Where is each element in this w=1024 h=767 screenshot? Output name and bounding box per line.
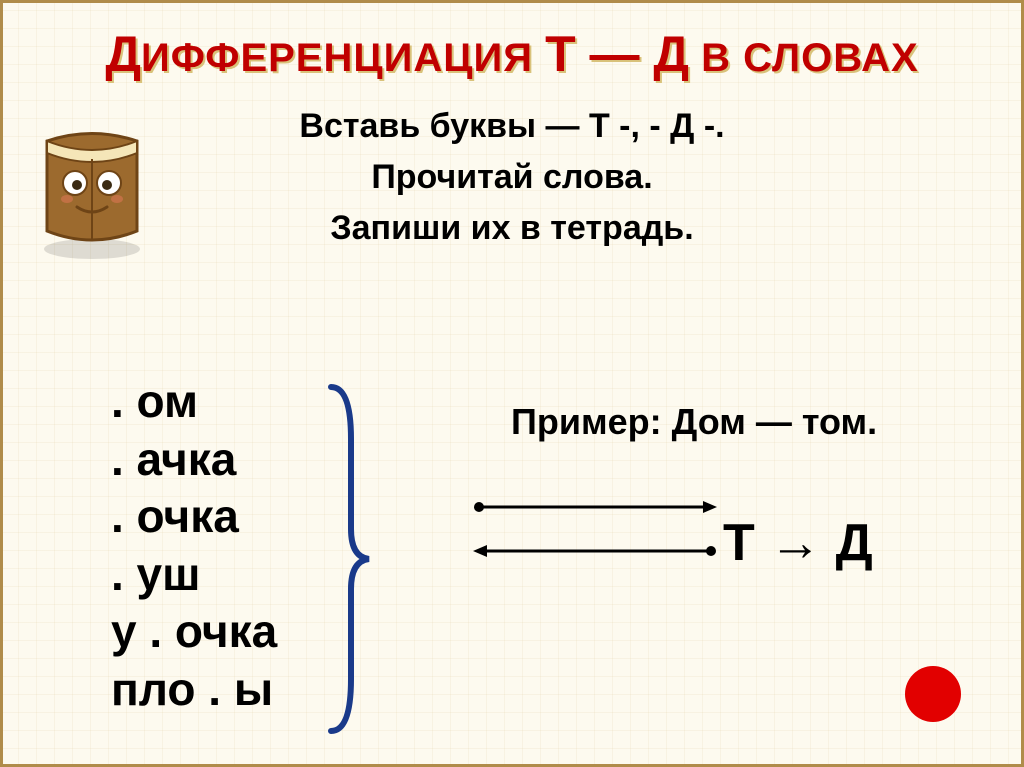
page-title: ДИФФЕРЕНЦИАЦИЯ Т — Д В СЛОВАХ: [3, 3, 1021, 83]
word-item: у . очка: [111, 603, 277, 661]
brace-icon: [321, 379, 371, 744]
example-text: Пример: Дом — том.: [511, 401, 877, 443]
word-list: . ом . ачка . очка . уш у . очка пло . ы: [111, 373, 277, 718]
word-item: . уш: [111, 546, 277, 604]
letter-t: Т: [723, 514, 755, 572]
word-item: . ом: [111, 373, 277, 431]
red-dot-icon: [905, 666, 961, 722]
arrow-icon: →: [769, 514, 821, 572]
book-icon: [27, 121, 157, 266]
letter-d: Д: [836, 514, 873, 572]
t-d-mapping: Т → Д: [723, 513, 873, 573]
double-arrow-icon: [471, 491, 719, 576]
title-part-4: В СЛОВАХ: [689, 36, 919, 80]
word-item: . очка: [111, 488, 277, 546]
title-part-2: ИФФЕРЕНЦИАЦИЯ: [141, 36, 545, 80]
title-part-1: Д: [105, 26, 141, 82]
word-item: пло . ы: [111, 661, 277, 719]
title-part-3: Т — Д: [545, 26, 689, 82]
word-item: . ачка: [111, 431, 277, 489]
